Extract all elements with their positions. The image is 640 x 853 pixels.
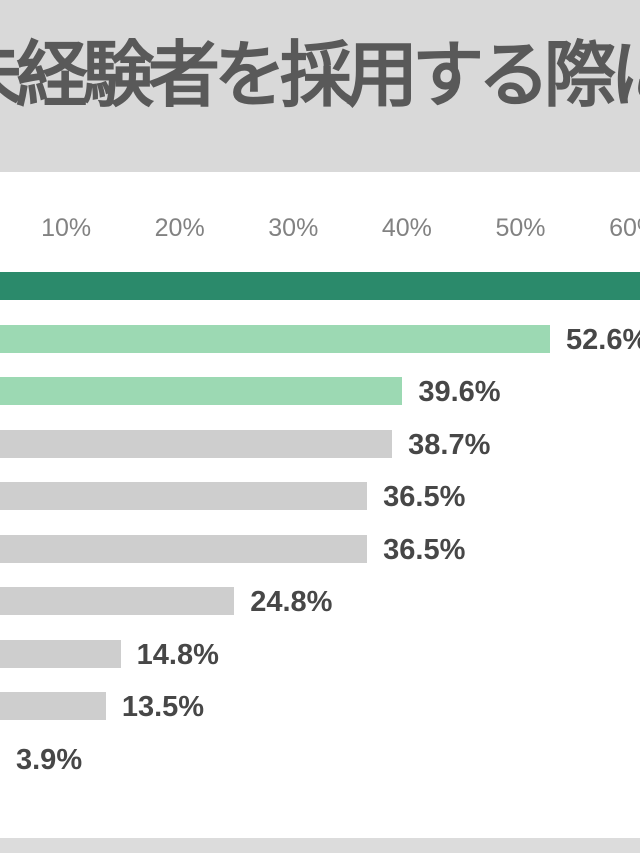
bar [0,482,368,510]
x-tick-label: 10% [41,214,92,242]
bar-value-label: 14.8% [136,638,219,671]
footer-strip [0,838,640,853]
x-tick-label: 60% [609,214,640,242]
bar [0,692,106,720]
bar [0,324,551,353]
title-band: 未経験者を採用する際に重 [0,0,640,172]
bar [0,377,403,405]
bar [0,429,393,458]
bar [0,272,640,300]
bar-value-label: 36.5% [383,533,466,566]
x-tick-label: 30% [268,214,319,242]
bar-value-label: 39.6% [418,376,501,408]
bar [0,587,235,615]
x-tick-label: 40% [381,214,432,242]
x-tick-label: 20% [154,214,205,242]
bar-value-label: 52.6% [566,323,640,356]
bar-value-label: 3.9% [16,743,83,776]
bar-value-label: 24.8% [250,586,333,618]
bar [0,534,368,563]
bar-value-label: 36.5% [383,481,466,513]
chart-title: 未経験者を採用する際に重 [0,36,640,116]
bar [0,639,121,668]
x-tick-label: 50% [495,214,546,242]
bar-value-label: 38.7% [408,428,491,461]
bar-value-label: 13.5% [121,691,205,723]
